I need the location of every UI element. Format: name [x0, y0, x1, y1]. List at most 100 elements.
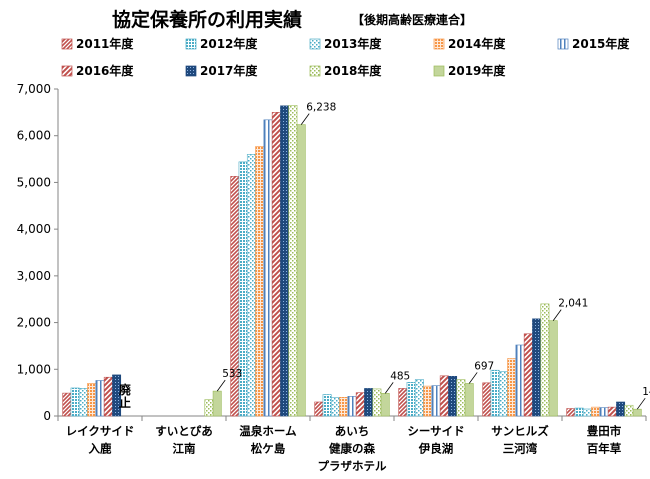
bar-2019年度-3 [380, 393, 390, 417]
legend-label-7: 2017年度 [200, 63, 258, 78]
data-label: 2,041 [558, 298, 588, 310]
data-labels: 533 6,238 485 697 2,041 146 廃止 [119, 102, 650, 410]
x-tick-label: サンヒルズ [491, 424, 549, 438]
data-label-leader [468, 372, 478, 384]
x-tick-label: シーサイド [407, 424, 464, 438]
data-label: 485 [390, 370, 410, 382]
bar-2014年度-6 [591, 406, 601, 417]
y-tick-label: 6,000 [17, 129, 51, 143]
x-tick-label: 松ケ島 [251, 442, 286, 456]
bar-2012年度-0 [70, 387, 80, 417]
x-tick-label: 伊良湖 [418, 442, 454, 456]
bar-2013年度-6 [582, 408, 592, 417]
legend-label-5: 2015年度 [572, 36, 630, 51]
legend-label-8: 2018年度 [324, 63, 382, 78]
bar-2019年度-2 [296, 124, 306, 417]
legend: 2011年度 2012年度 2013年度 2014年度 2015年度 2016年度 2017… [61, 36, 630, 78]
axes: 0 1,000 2,000 3,000 4,000 5,000 6,000 7,000 レイクサ… [17, 82, 647, 473]
bar-2018年度-4 [456, 379, 466, 417]
chart-subtitle: 【後期高齢医療連合】 [352, 12, 472, 27]
bar-2017年度-6 [616, 401, 626, 417]
y-tick-label: 2,000 [17, 316, 51, 330]
bar-2016年度-6 [607, 406, 617, 417]
bar-2018年度-3 [372, 388, 382, 417]
bar-2013年度-3 [330, 397, 340, 417]
bar-2015年度-5 [515, 344, 525, 417]
bars [62, 105, 642, 417]
data-label-leader [552, 309, 562, 321]
legend-label-4: 2014年度 [448, 36, 506, 51]
legend-swatch-2 [185, 38, 197, 50]
bar-2011年度-0 [62, 392, 72, 417]
x-tick-label: プラザホテル [318, 459, 387, 473]
bar-2016年度-5 [523, 333, 533, 417]
bar-2017年度-0 [112, 374, 122, 417]
bar-2013年度-5 [498, 371, 508, 417]
bar-2011年度-3 [314, 401, 324, 417]
bar-2013年度-2 [246, 154, 256, 417]
bar-2017年度-2 [280, 105, 290, 417]
bar-2014年度-2 [255, 146, 265, 417]
bar-2016年度-4 [439, 375, 449, 417]
legend-label-3: 2013年度 [324, 36, 382, 51]
y-tick-label: 3,000 [17, 269, 51, 283]
x-tick-label: 三河湾 [503, 442, 538, 456]
data-label-leader [300, 113, 310, 125]
x-tick-label: すいとぴあ [155, 424, 213, 438]
x-tick-label: 入鹿 [89, 442, 112, 456]
legend-label-2: 2012年度 [200, 36, 258, 51]
x-tick-label: 健康の森 [329, 442, 375, 456]
legend-label-6: 2016年度 [76, 63, 134, 78]
y-tick-label: 5,000 [17, 175, 51, 189]
bar-2011年度-5 [482, 382, 492, 417]
x-tick-label: レイクサイド [66, 424, 135, 438]
legend-swatch-7 [185, 65, 197, 77]
bar-2019年度-6 [632, 408, 642, 417]
x-tick-label: 百年草 [587, 442, 622, 456]
y-tick-label: 7,000 [17, 82, 51, 96]
y-tick-label: 4,000 [17, 222, 51, 236]
bar-2013年度-4 [414, 379, 424, 417]
bar-2015年度-6 [599, 407, 609, 417]
x-tick-label: 豊田市 [587, 424, 622, 438]
data-label-leader [216, 379, 226, 392]
bar-2015年度-2 [263, 119, 273, 417]
legend-swatch-1 [61, 38, 73, 50]
legend-swatch-6 [61, 65, 73, 77]
bar-2018年度-1 [204, 399, 214, 417]
legend-swatch-5 [557, 38, 569, 50]
bar-2014年度-0 [87, 382, 97, 417]
data-label-leader [384, 382, 394, 394]
x-tick-label: あいち [335, 424, 370, 438]
x-tick-label: 江南 [173, 442, 196, 456]
bar-2011年度-4 [398, 388, 408, 417]
x-tick-label: 温泉ホーム [239, 424, 297, 438]
data-label-leader [636, 397, 646, 410]
bar-2011年度-6 [566, 408, 576, 417]
bar-2019年度-5 [548, 320, 558, 417]
bar-2013年度-0 [78, 388, 88, 417]
bar-2012年度-4 [406, 382, 416, 417]
legend-swatch-4 [433, 38, 445, 50]
bar-2014年度-4 [423, 385, 433, 417]
legend-swatch-9 [433, 65, 445, 77]
bar-2017年度-4 [448, 375, 458, 417]
legend-label-1: 2011年度 [76, 36, 134, 51]
y-tick-label: 1,000 [17, 362, 51, 376]
bar-2019年度-1 [212, 390, 222, 417]
legend-swatch-8 [309, 65, 321, 77]
bar-2018年度-5 [540, 303, 550, 417]
legend-label-9: 2019年度 [448, 63, 506, 78]
bar-2017年度-3 [364, 388, 374, 417]
legend-swatch-3 [309, 38, 321, 50]
bar-2019年度-4 [464, 383, 474, 417]
chart-title: 協定保養所の利用実績 [112, 8, 302, 31]
data-label: 533 [222, 368, 242, 380]
bar-2012年度-6 [574, 407, 584, 417]
bar-2018年度-2 [288, 105, 298, 417]
bar-2018年度-6 [624, 404, 634, 417]
bar-2016年度-3 [355, 392, 365, 417]
bar-2017年度-5 [532, 318, 542, 417]
